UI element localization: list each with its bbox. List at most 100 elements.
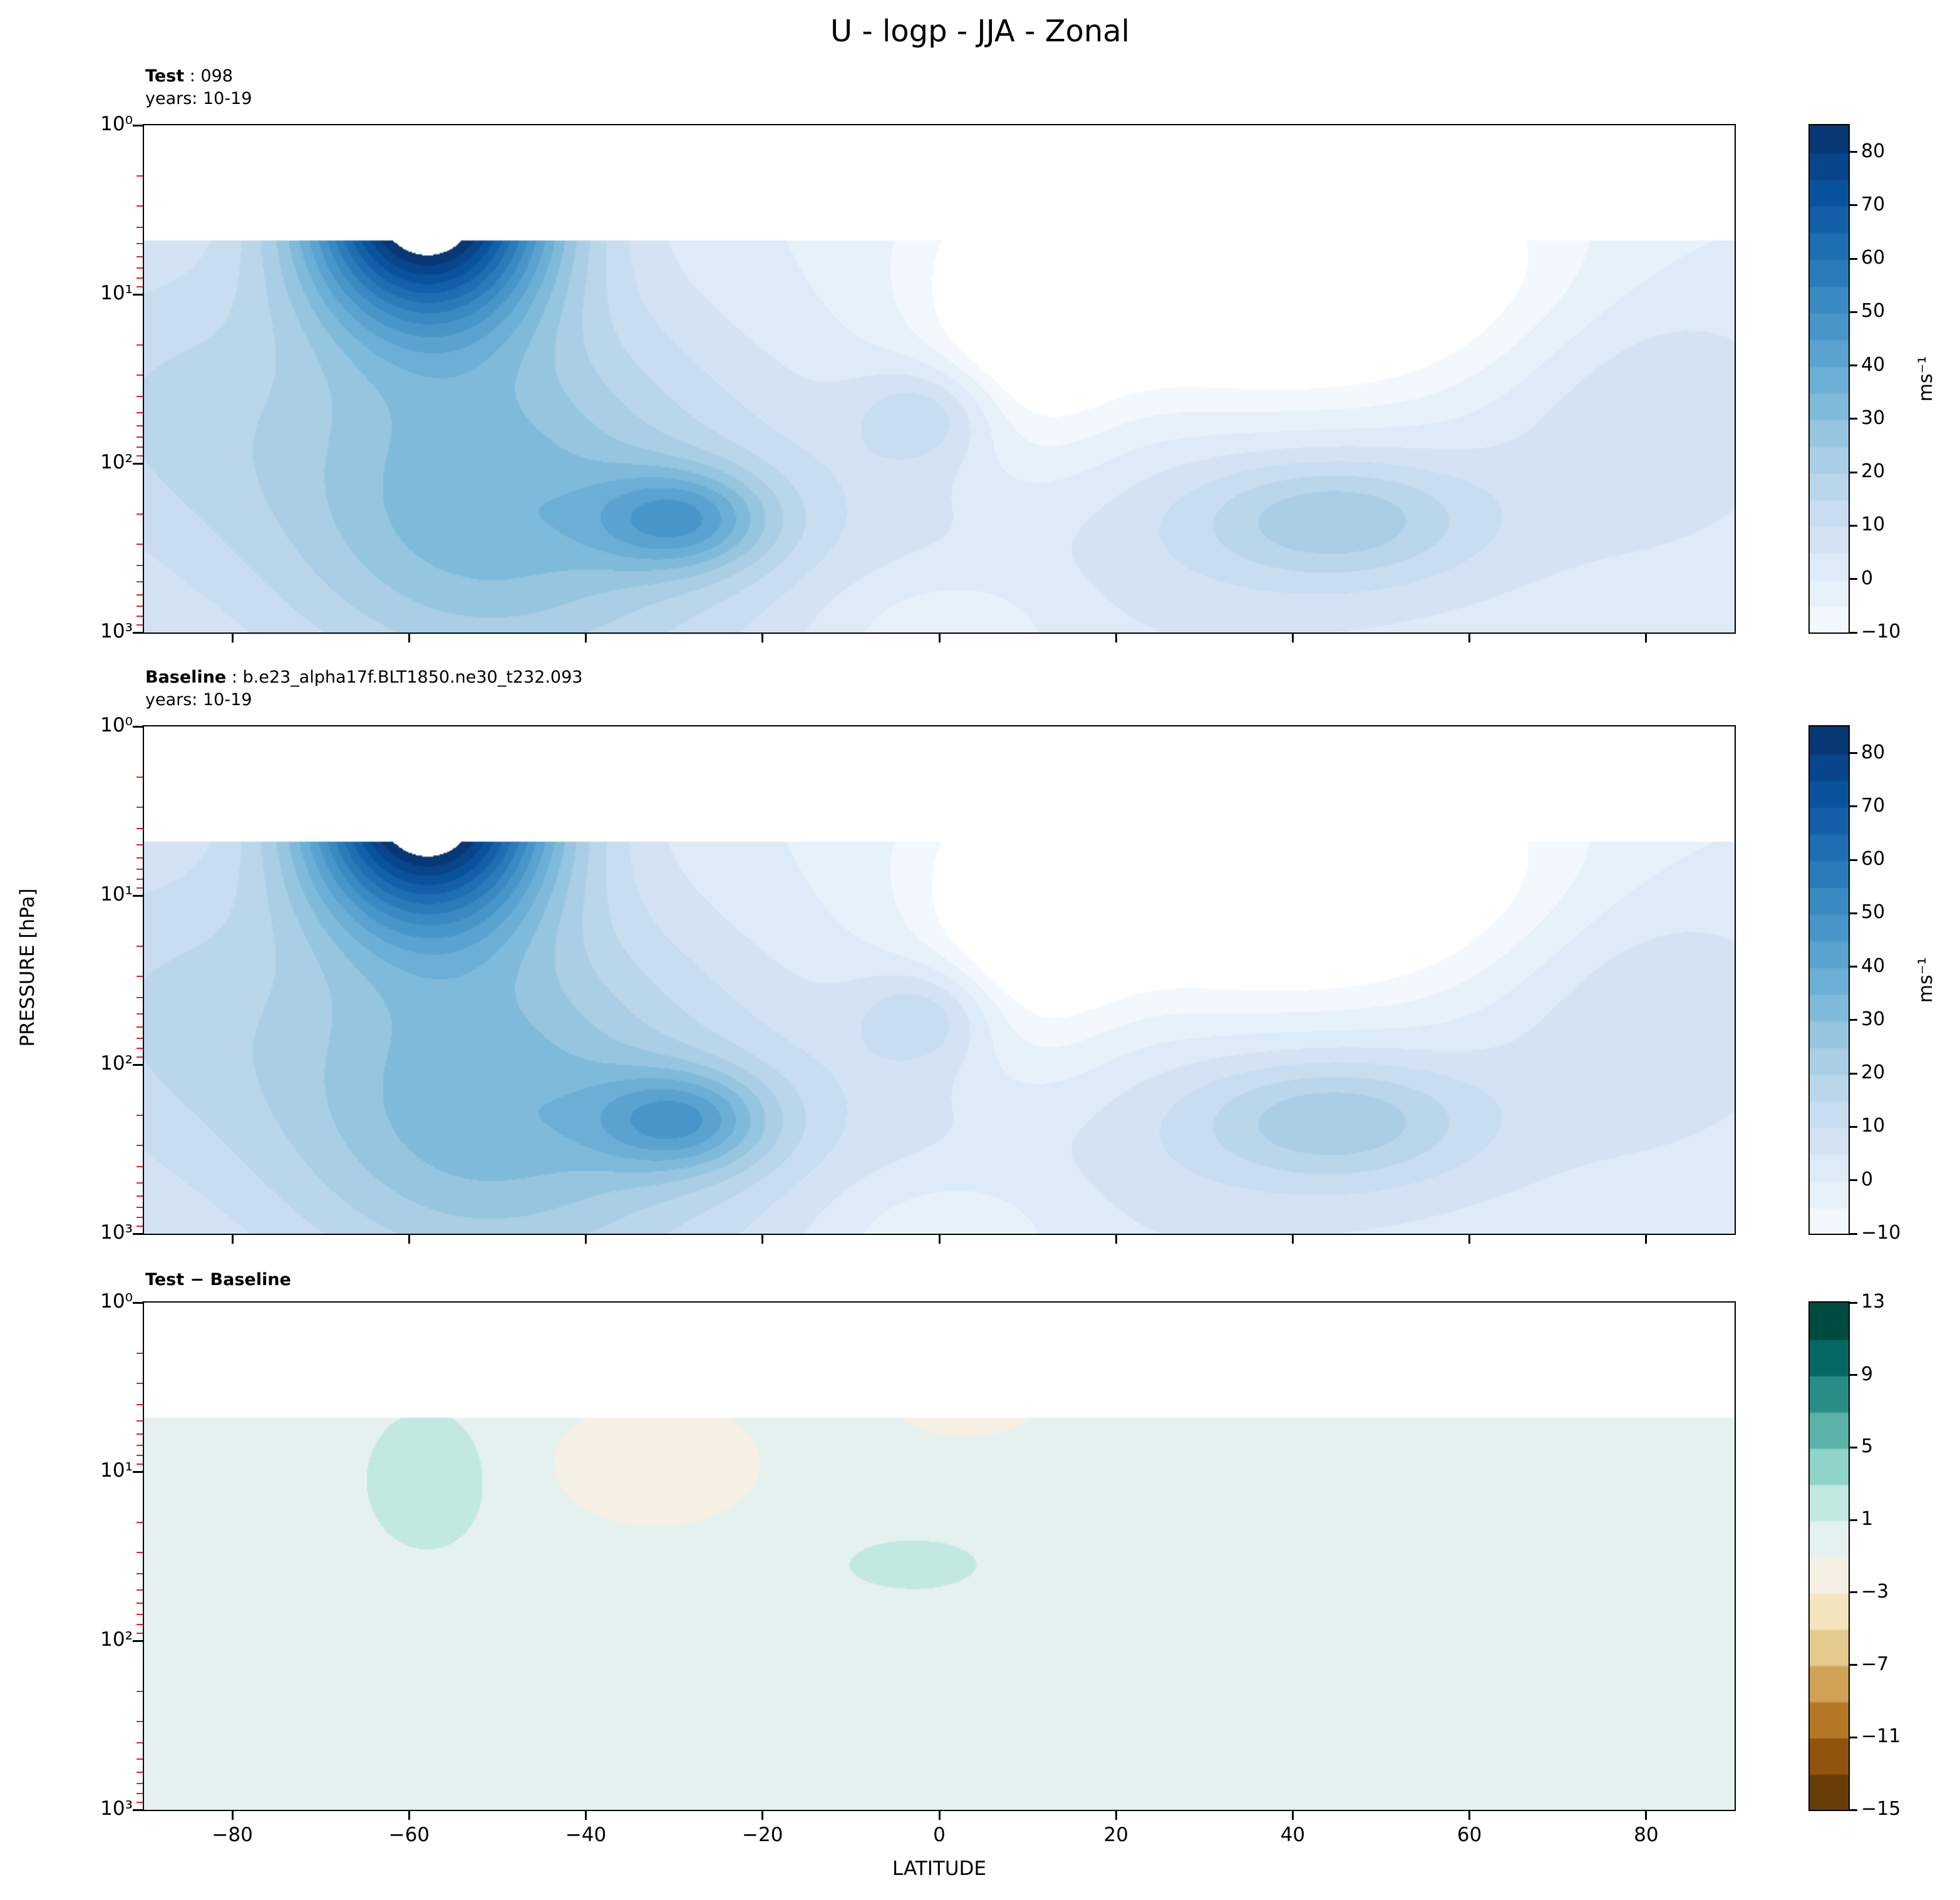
x-tick — [1645, 1811, 1648, 1820]
y-tick — [133, 124, 143, 126]
colorbar-tick-label: 40 — [1861, 353, 1885, 376]
y-tick — [133, 1232, 143, 1235]
x-tick — [1468, 1811, 1471, 1820]
x-tick — [585, 634, 587, 643]
x-tick — [1115, 634, 1117, 643]
diff-contour-plot — [144, 1303, 1735, 1810]
y-minor-tick — [137, 1056, 143, 1058]
y-axis-label: PRESSURE [hPa] — [16, 888, 39, 1047]
x-tick — [231, 1811, 234, 1820]
baseline-panel-label-bold: Baseline — [145, 668, 227, 687]
colorbar-tick-label: 20 — [1861, 1061, 1885, 1084]
y-minor-tick — [137, 806, 143, 808]
colorbar-tick-label: 0 — [1861, 1168, 1874, 1190]
y-minor-tick — [137, 975, 143, 977]
colorbar-tick-label: 30 — [1861, 1008, 1885, 1030]
y-tick — [133, 894, 143, 897]
y-minor-tick — [137, 436, 143, 438]
colorbar-tick-label: 80 — [1861, 741, 1885, 763]
colorbar-tick-label: 30 — [1861, 406, 1885, 429]
colorbar-tick-label: 9 — [1861, 1363, 1874, 1385]
y-minor-tick — [137, 615, 143, 617]
colorbar-tick-label: −3 — [1861, 1580, 1889, 1603]
colorbar-tick — [1850, 805, 1857, 808]
colorbar-tick-label: −15 — [1861, 1798, 1901, 1820]
test-contour-plot — [144, 125, 1735, 632]
colorbar-tick — [1850, 1809, 1857, 1811]
y-minor-tick — [137, 1772, 143, 1774]
y-minor-tick — [137, 1522, 143, 1524]
colorbar-tick-label: 5 — [1861, 1435, 1874, 1458]
y-minor-tick — [137, 581, 143, 582]
y-minor-tick — [137, 1353, 143, 1355]
y-minor-tick — [137, 425, 143, 427]
colorbar-tick-label: 10 — [1861, 1115, 1885, 1137]
y-minor-tick — [137, 1454, 143, 1456]
y-tick-label: 10³ — [100, 620, 133, 643]
y-minor-tick — [137, 446, 143, 448]
test-panel-label-bold: Test — [145, 66, 185, 86]
y-minor-tick — [137, 869, 143, 870]
colorbar-tick — [1850, 1232, 1857, 1235]
x-tick — [1645, 1235, 1648, 1244]
x-tick — [408, 1235, 410, 1244]
y-minor-tick — [137, 1144, 143, 1146]
y-tick — [133, 1639, 143, 1642]
y-minor-tick — [137, 1603, 143, 1604]
x-tick — [1468, 634, 1471, 643]
y-minor-tick — [137, 827, 143, 829]
y-tick — [133, 1809, 143, 1811]
diff-panel-label: Test − Baseline — [145, 1270, 291, 1289]
y-minor-tick — [137, 1445, 143, 1447]
colorbar-tick — [1850, 752, 1857, 755]
y-tick-label: 10² — [100, 1628, 133, 1651]
colorbar-tick-label: −11 — [1861, 1725, 1901, 1748]
y-tick-label: 10³ — [100, 1221, 133, 1244]
baseline-colorbar-unit: ms⁻¹ — [1915, 957, 1937, 1003]
colorbar-tick — [1850, 257, 1857, 260]
colorbar-tick-label: 60 — [1861, 848, 1885, 870]
y-minor-tick — [137, 606, 143, 607]
colorbar-tick — [1850, 1591, 1857, 1594]
test-panel-years: years: 10-19 — [145, 89, 252, 108]
x-tick — [938, 634, 941, 643]
y-minor-tick — [137, 395, 143, 397]
y-minor-tick — [137, 455, 143, 457]
colorbar-tick — [1850, 1301, 1857, 1304]
y-minor-tick — [137, 1783, 143, 1785]
colorbar-tick — [1850, 1736, 1857, 1738]
colorbar-tick-label: 1 — [1861, 1508, 1874, 1531]
colorbar-tick-label: 13 — [1861, 1291, 1885, 1313]
x-tick — [761, 1235, 764, 1244]
y-minor-tick — [137, 242, 143, 244]
y-minor-tick — [137, 1758, 143, 1760]
y-tick-label: 10⁰ — [100, 1290, 133, 1313]
y-minor-tick — [137, 887, 143, 889]
y-minor-tick — [137, 1182, 143, 1184]
colorbar-tick — [1850, 1446, 1857, 1448]
x-tick — [1291, 1811, 1294, 1820]
test-colorbar-unit: ms⁻¹ — [1915, 356, 1937, 402]
colorbar-tick — [1850, 631, 1857, 634]
colorbar-tick-label: 20 — [1861, 460, 1885, 483]
x-tick — [761, 1811, 764, 1820]
y-minor-tick — [137, 1720, 143, 1722]
y-minor-tick — [137, 411, 143, 413]
y-minor-tick — [137, 878, 143, 880]
colorbar-tick-label: 40 — [1861, 954, 1885, 977]
y-minor-tick — [137, 1623, 143, 1625]
y-minor-tick — [137, 1801, 143, 1803]
colorbar-tick — [1850, 204, 1857, 207]
y-minor-tick — [137, 1403, 143, 1405]
x-tick — [408, 634, 410, 643]
y-minor-tick — [137, 267, 143, 269]
y-tick — [133, 462, 143, 465]
colorbar-tick-label: 0 — [1861, 567, 1874, 589]
x-tick — [585, 1811, 587, 1820]
y-tick-label: 10¹ — [100, 883, 133, 906]
colorbar-tick-label: 80 — [1861, 140, 1885, 162]
x-tick — [231, 634, 234, 643]
x-tick-label: −60 — [388, 1824, 430, 1846]
y-minor-tick — [137, 256, 143, 258]
colorbar-tick-label: 10 — [1861, 514, 1885, 536]
